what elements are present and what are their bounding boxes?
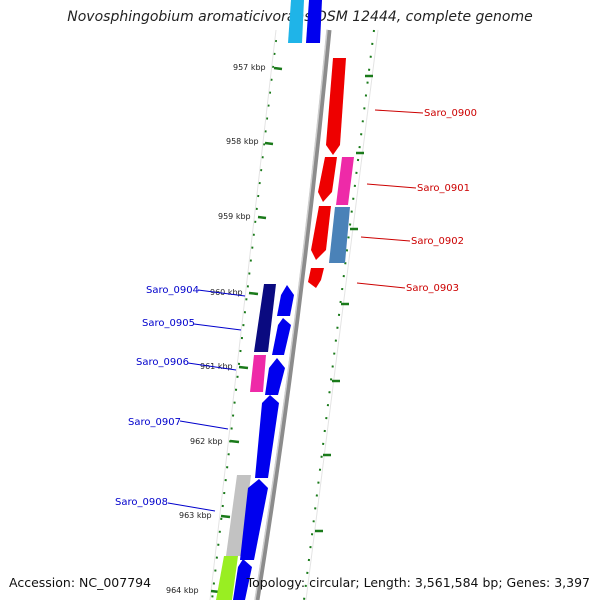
label-saro-0906: Saro_0906 — [136, 357, 189, 368]
gene-saro-0907 — [255, 395, 279, 478]
label-saro-0904: Saro_0904 — [146, 285, 199, 296]
tick-label-962: 962 kbp — [190, 437, 223, 446]
tick-track-right — [303, 29, 375, 600]
tick-label-963: 963 kbp — [179, 511, 212, 520]
accession-text: Accession: NC_007794 — [9, 575, 152, 590]
tick-label-961: 961 kbp — [200, 362, 233, 371]
label-saro-0905: Saro_0905 — [142, 318, 195, 329]
tick-label-964: 964 kbp — [166, 586, 199, 595]
gene-saro-0902-a — [311, 206, 331, 260]
label-saro-0902: Saro_0902 — [411, 236, 464, 247]
major-ticks — [210, 66, 283, 594]
label-saro-0908: Saro_0908 — [115, 497, 168, 508]
tick-label-957: 957 kbp — [233, 63, 266, 72]
label-saro-0903: Saro_0903 — [406, 283, 459, 294]
gene-saro-0902-b — [329, 207, 350, 263]
minor-ticks-right — [315, 74, 373, 533]
gene-bottom-blue — [233, 559, 252, 600]
right-leader-lines — [356, 109, 424, 289]
gene-saro-0905 — [272, 318, 291, 355]
tick-label-960: 960 kbp — [210, 288, 243, 297]
gene-saro-0903 — [308, 268, 324, 288]
label-saro-0900: Saro_0900 — [424, 108, 477, 119]
gene-saro-0904-b — [277, 285, 294, 316]
genome-backbone — [254, 29, 332, 600]
left-leader-lines — [167, 289, 246, 512]
topology-text: Topology: circular; Length: 3,561,584 bp… — [246, 575, 590, 590]
tick-label-959: 959 kbp — [218, 212, 251, 221]
label-saro-0901: Saro_0901 — [417, 183, 470, 194]
gene-saro-0908-a — [226, 475, 251, 556]
gene-top-blue — [306, 0, 322, 43]
gene-saro-0906-b — [265, 358, 285, 395]
gene-saro-0906-a — [250, 355, 266, 392]
gene-saro-0900 — [326, 58, 346, 155]
gene-bottom-green — [216, 556, 238, 600]
gene-saro-0901-a — [318, 157, 337, 202]
tick-track-left — [211, 39, 277, 600]
gene-saro-0908-b — [240, 479, 268, 560]
tick-label-958: 958 kbp — [226, 137, 259, 146]
track-outline-left — [209, 29, 277, 600]
label-saro-0907: Saro_0907 — [128, 417, 181, 428]
track-outline-right — [305, 29, 379, 600]
gene-top-cyan — [288, 0, 304, 43]
gene-saro-0901-b — [336, 157, 354, 205]
gene-saro-0904-a — [254, 284, 276, 352]
